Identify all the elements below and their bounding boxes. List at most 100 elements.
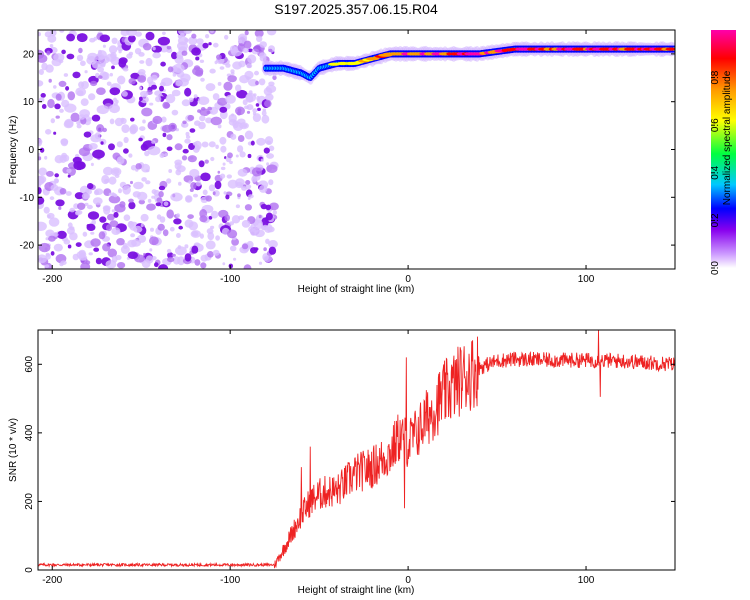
- noise-speckle: [166, 146, 173, 152]
- noise-speckle: [116, 156, 125, 165]
- noise-speckle: [178, 225, 183, 230]
- noise-speckle: [174, 159, 183, 166]
- noise-speckle: [223, 81, 233, 91]
- noise-speckle: [89, 37, 96, 43]
- noise-speckle: [60, 260, 67, 266]
- y-tick-label: -10: [20, 193, 35, 204]
- noise-speckle: [66, 53, 75, 60]
- noise-speckle: [162, 229, 169, 237]
- noise-speckle: [185, 131, 190, 137]
- noise-speckle: [97, 66, 104, 73]
- noise-speckle: [159, 216, 166, 223]
- noise-speckle: [103, 166, 113, 176]
- noise-speckle: [196, 38, 204, 45]
- noise-speckle: [243, 264, 252, 269]
- noise-speckle: [54, 173, 59, 178]
- noise-speckle: [38, 152, 41, 157]
- noise-speckle: [96, 105, 110, 115]
- noise-speckle: [138, 86, 143, 90]
- noise-speckle: [200, 172, 211, 182]
- noise-speckle: [76, 121, 81, 125]
- noise-speckle: [149, 248, 153, 252]
- noise-speckle: [139, 96, 143, 102]
- noise-speckle: [55, 115, 60, 119]
- noise-speckle: [140, 143, 148, 151]
- noise-speckle: [191, 245, 199, 254]
- noise-speckle: [93, 189, 100, 196]
- noise-speckle: [87, 183, 94, 190]
- noise-speckle: [199, 115, 206, 122]
- noise-speckle: [43, 206, 50, 214]
- noise-speckle: [219, 66, 225, 70]
- noise-speckle: [95, 257, 102, 265]
- spectrogram-x-axis-label: Height of straight line (km): [298, 284, 415, 295]
- noise-speckle: [48, 78, 52, 83]
- noise-speckle: [235, 106, 245, 116]
- noise-speckle: [90, 231, 95, 235]
- noise-speckle: [141, 107, 153, 117]
- noise-speckle: [67, 91, 76, 101]
- noise-speckle: [100, 141, 104, 145]
- noise-speckle: [265, 212, 273, 221]
- noise-speckle: [233, 257, 237, 261]
- snr-line: [38, 330, 675, 569]
- noise-speckle: [247, 197, 251, 200]
- noise-speckle: [176, 213, 181, 218]
- noise-speckle: [244, 30, 249, 36]
- noise-speckle: [106, 81, 112, 86]
- noise-speckle: [171, 109, 179, 116]
- noise-speckle: [86, 56, 97, 65]
- noise-speckle: [247, 153, 252, 159]
- snr-panel: -200 -100 0 100 0 200 400 600 Height of straig…: [8, 329, 676, 596]
- noise-speckle: [138, 199, 145, 205]
- noise-speckle: [167, 256, 175, 263]
- noise-speckle: [212, 93, 220, 101]
- noise-speckle: [219, 173, 226, 179]
- noise-speckle: [165, 94, 176, 104]
- noise-speckle: [106, 224, 112, 232]
- noise-speckle: [176, 233, 181, 238]
- noise-speckle: [227, 229, 238, 239]
- noise-speckle: [260, 158, 264, 162]
- noise-speckle: [155, 96, 162, 103]
- noise-speckle: [205, 34, 210, 39]
- noise-speckle: [193, 65, 201, 71]
- noise-speckle: [93, 247, 100, 252]
- noise-speckle: [113, 211, 119, 218]
- noise-speckle: [195, 69, 204, 77]
- noise-speckle: [38, 138, 43, 145]
- noise-speckle: [238, 60, 246, 68]
- noise-speckle: [58, 206, 62, 210]
- noise-speckle: [242, 123, 248, 128]
- noise-speckle: [222, 262, 226, 266]
- noise-speckle: [152, 46, 156, 51]
- noise-speckle: [268, 240, 278, 249]
- noise-speckle: [246, 63, 253, 69]
- noise-speckle: [184, 219, 194, 228]
- noise-speckle: [129, 124, 139, 134]
- colorbar-tick-label: 0.4: [710, 165, 721, 179]
- noise-speckle: [214, 60, 218, 65]
- noise-speckle: [151, 84, 157, 90]
- noise-speckle: [137, 75, 147, 83]
- noise-speckle: [191, 231, 199, 237]
- noise-speckle: [182, 120, 187, 125]
- noise-speckle: [108, 176, 117, 185]
- noise-speckle: [229, 221, 235, 226]
- noise-speckle: [90, 238, 101, 247]
- noise-speckle: [96, 87, 106, 95]
- noise-speckle: [265, 93, 274, 101]
- noise-speckle: [151, 195, 156, 199]
- noise-speckle: [178, 181, 182, 186]
- noise-speckle: [141, 177, 147, 182]
- noise-speckle: [185, 135, 191, 139]
- noise-speckle: [108, 195, 121, 204]
- noise-speckle: [46, 212, 55, 219]
- x-tick-label: 0: [405, 575, 411, 586]
- noise-speckle: [65, 86, 70, 91]
- noise-speckle: [79, 185, 90, 195]
- noise-speckle: [107, 213, 115, 221]
- noise-speckle: [44, 155, 48, 160]
- noise-speckle: [115, 229, 120, 234]
- noise-speckle: [49, 44, 54, 48]
